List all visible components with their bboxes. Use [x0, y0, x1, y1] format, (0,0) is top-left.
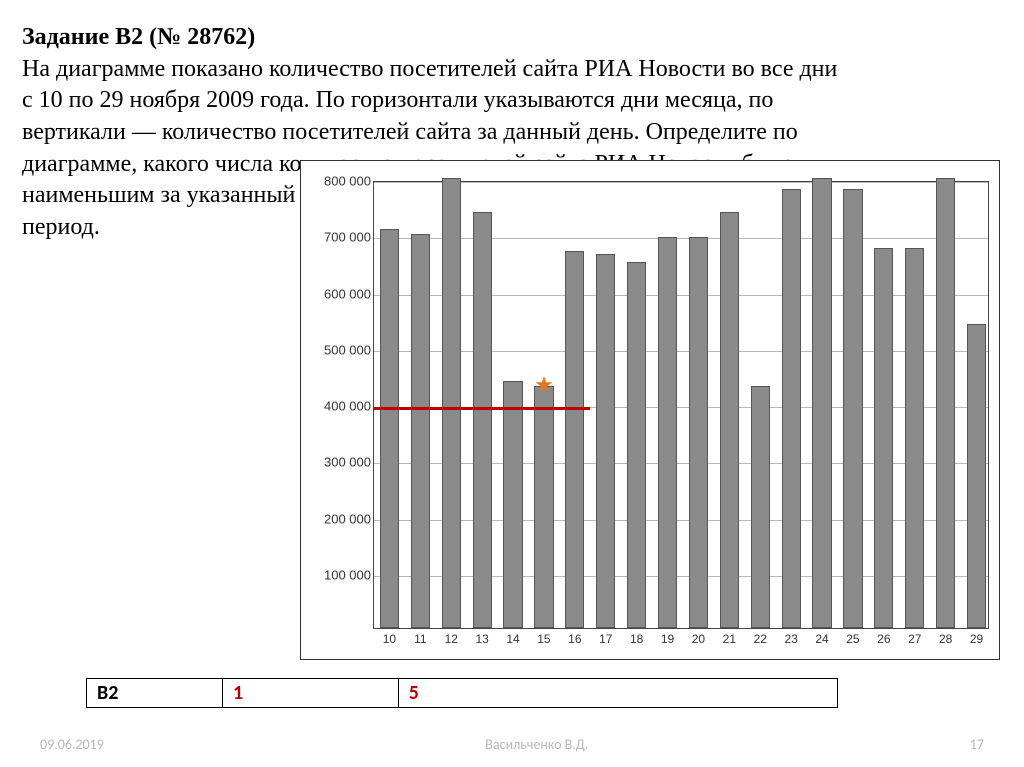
x-axis-label: 18: [630, 632, 643, 646]
y-axis-label: 800 000: [324, 174, 371, 189]
y-axis-label: 500 000: [324, 342, 371, 357]
x-axis-label: 10: [383, 632, 396, 646]
x-axis-label: 20: [692, 632, 705, 646]
x-axis-label: 14: [506, 632, 519, 646]
footer: 09.06.2019 Васильченко В.Д. 17: [0, 736, 1024, 753]
chart-plot-area: 1011121314151617181920212223242526272829…: [373, 181, 989, 629]
reference-line: [374, 407, 590, 410]
x-axis-label: 26: [877, 632, 890, 646]
chart-bar: [874, 248, 893, 628]
table-row: B2 1 5: [87, 679, 838, 708]
x-axis-label: 21: [723, 632, 736, 646]
x-axis-label: 23: [784, 632, 797, 646]
x-axis-label: 25: [846, 632, 859, 646]
x-axis-label: 11: [414, 632, 426, 646]
task-line: с 10 по 29 ноября 2009 года. По горизонт…: [22, 87, 773, 113]
footer-page: 17: [970, 736, 984, 753]
grid-line: [374, 182, 988, 183]
x-axis-label: 27: [908, 632, 921, 646]
grid-line: [374, 295, 988, 296]
chart-bar: [843, 189, 862, 628]
task-line: На диаграмме показано количество посетит…: [22, 56, 837, 82]
chart-bar: [720, 212, 739, 628]
grid-line: [374, 576, 988, 577]
footer-author: Васильченко В.Д.: [485, 736, 588, 753]
chart-bar: [534, 386, 553, 628]
chart-wrapper: 10 11 12 13 14 15 16 17 18 19 20 21 22 23 24 25 26 27 28 29…: [300, 160, 1020, 660]
footer-date: 09.06.2019: [40, 736, 104, 753]
chart-bar: [689, 237, 708, 628]
chart-bar: [627, 262, 646, 628]
x-axis-label: 15: [537, 632, 550, 646]
grid-line: [374, 463, 988, 464]
chart-bar: [596, 254, 615, 628]
chart-bar: [380, 229, 399, 628]
y-axis-label: 400 000: [324, 399, 371, 414]
chart-bar: [782, 189, 801, 628]
task-line: наименьшим за указанный: [22, 182, 295, 208]
chart-bar: [503, 381, 522, 629]
x-axis-label: 28: [939, 632, 952, 646]
task-title: Задание B2 (№ 28762): [22, 24, 255, 50]
star-icon: ★: [534, 374, 554, 396]
x-axis-label: 16: [568, 632, 581, 646]
page: Задание B2 (№ 28762) На диаграмме показа…: [0, 0, 1024, 767]
chart-bar: [812, 178, 831, 628]
answer-code-cell: B2: [87, 679, 223, 708]
answer-digit2-cell: 5: [398, 679, 837, 708]
chart-bar: [442, 178, 461, 628]
x-axis-label: 12: [445, 632, 458, 646]
grid-line: [374, 520, 988, 521]
y-axis-label: 600 000: [324, 286, 371, 301]
x-axis-label: 17: [599, 632, 612, 646]
grid-line: [374, 238, 988, 239]
chart-bar: [751, 386, 770, 628]
chart-bar: [473, 212, 492, 628]
grid-line: [374, 351, 988, 352]
chart-bar: [658, 237, 677, 628]
x-axis-label: 22: [754, 632, 767, 646]
y-axis-label: 100 000: [324, 567, 371, 582]
task-line: вертикали — количество посетителей сайта…: [22, 119, 798, 145]
y-axis-label: 200 000: [324, 511, 371, 526]
x-axis-label: 13: [475, 632, 488, 646]
task-line: период.: [22, 214, 100, 240]
chart-bar: [967, 324, 986, 628]
chart-bar: [905, 248, 924, 628]
answer-table: B2 1 5: [86, 678, 838, 708]
chart-bar: [411, 234, 430, 628]
x-axis-label: 29: [970, 632, 983, 646]
answer-digit1-cell: 1: [222, 679, 398, 708]
chart-bar: [565, 251, 584, 628]
y-axis-label: 700 000: [324, 230, 371, 245]
y-axis-label: 300 000: [324, 455, 371, 470]
x-axis-label: 24: [815, 632, 828, 646]
x-axis-label: 19: [661, 632, 674, 646]
chart-bar: [936, 178, 955, 628]
chart-outer-border: 10 11 12 13 14 15 16 17 18 19 20 21 22 23 24 25 26 27 28 29…: [300, 160, 1000, 660]
